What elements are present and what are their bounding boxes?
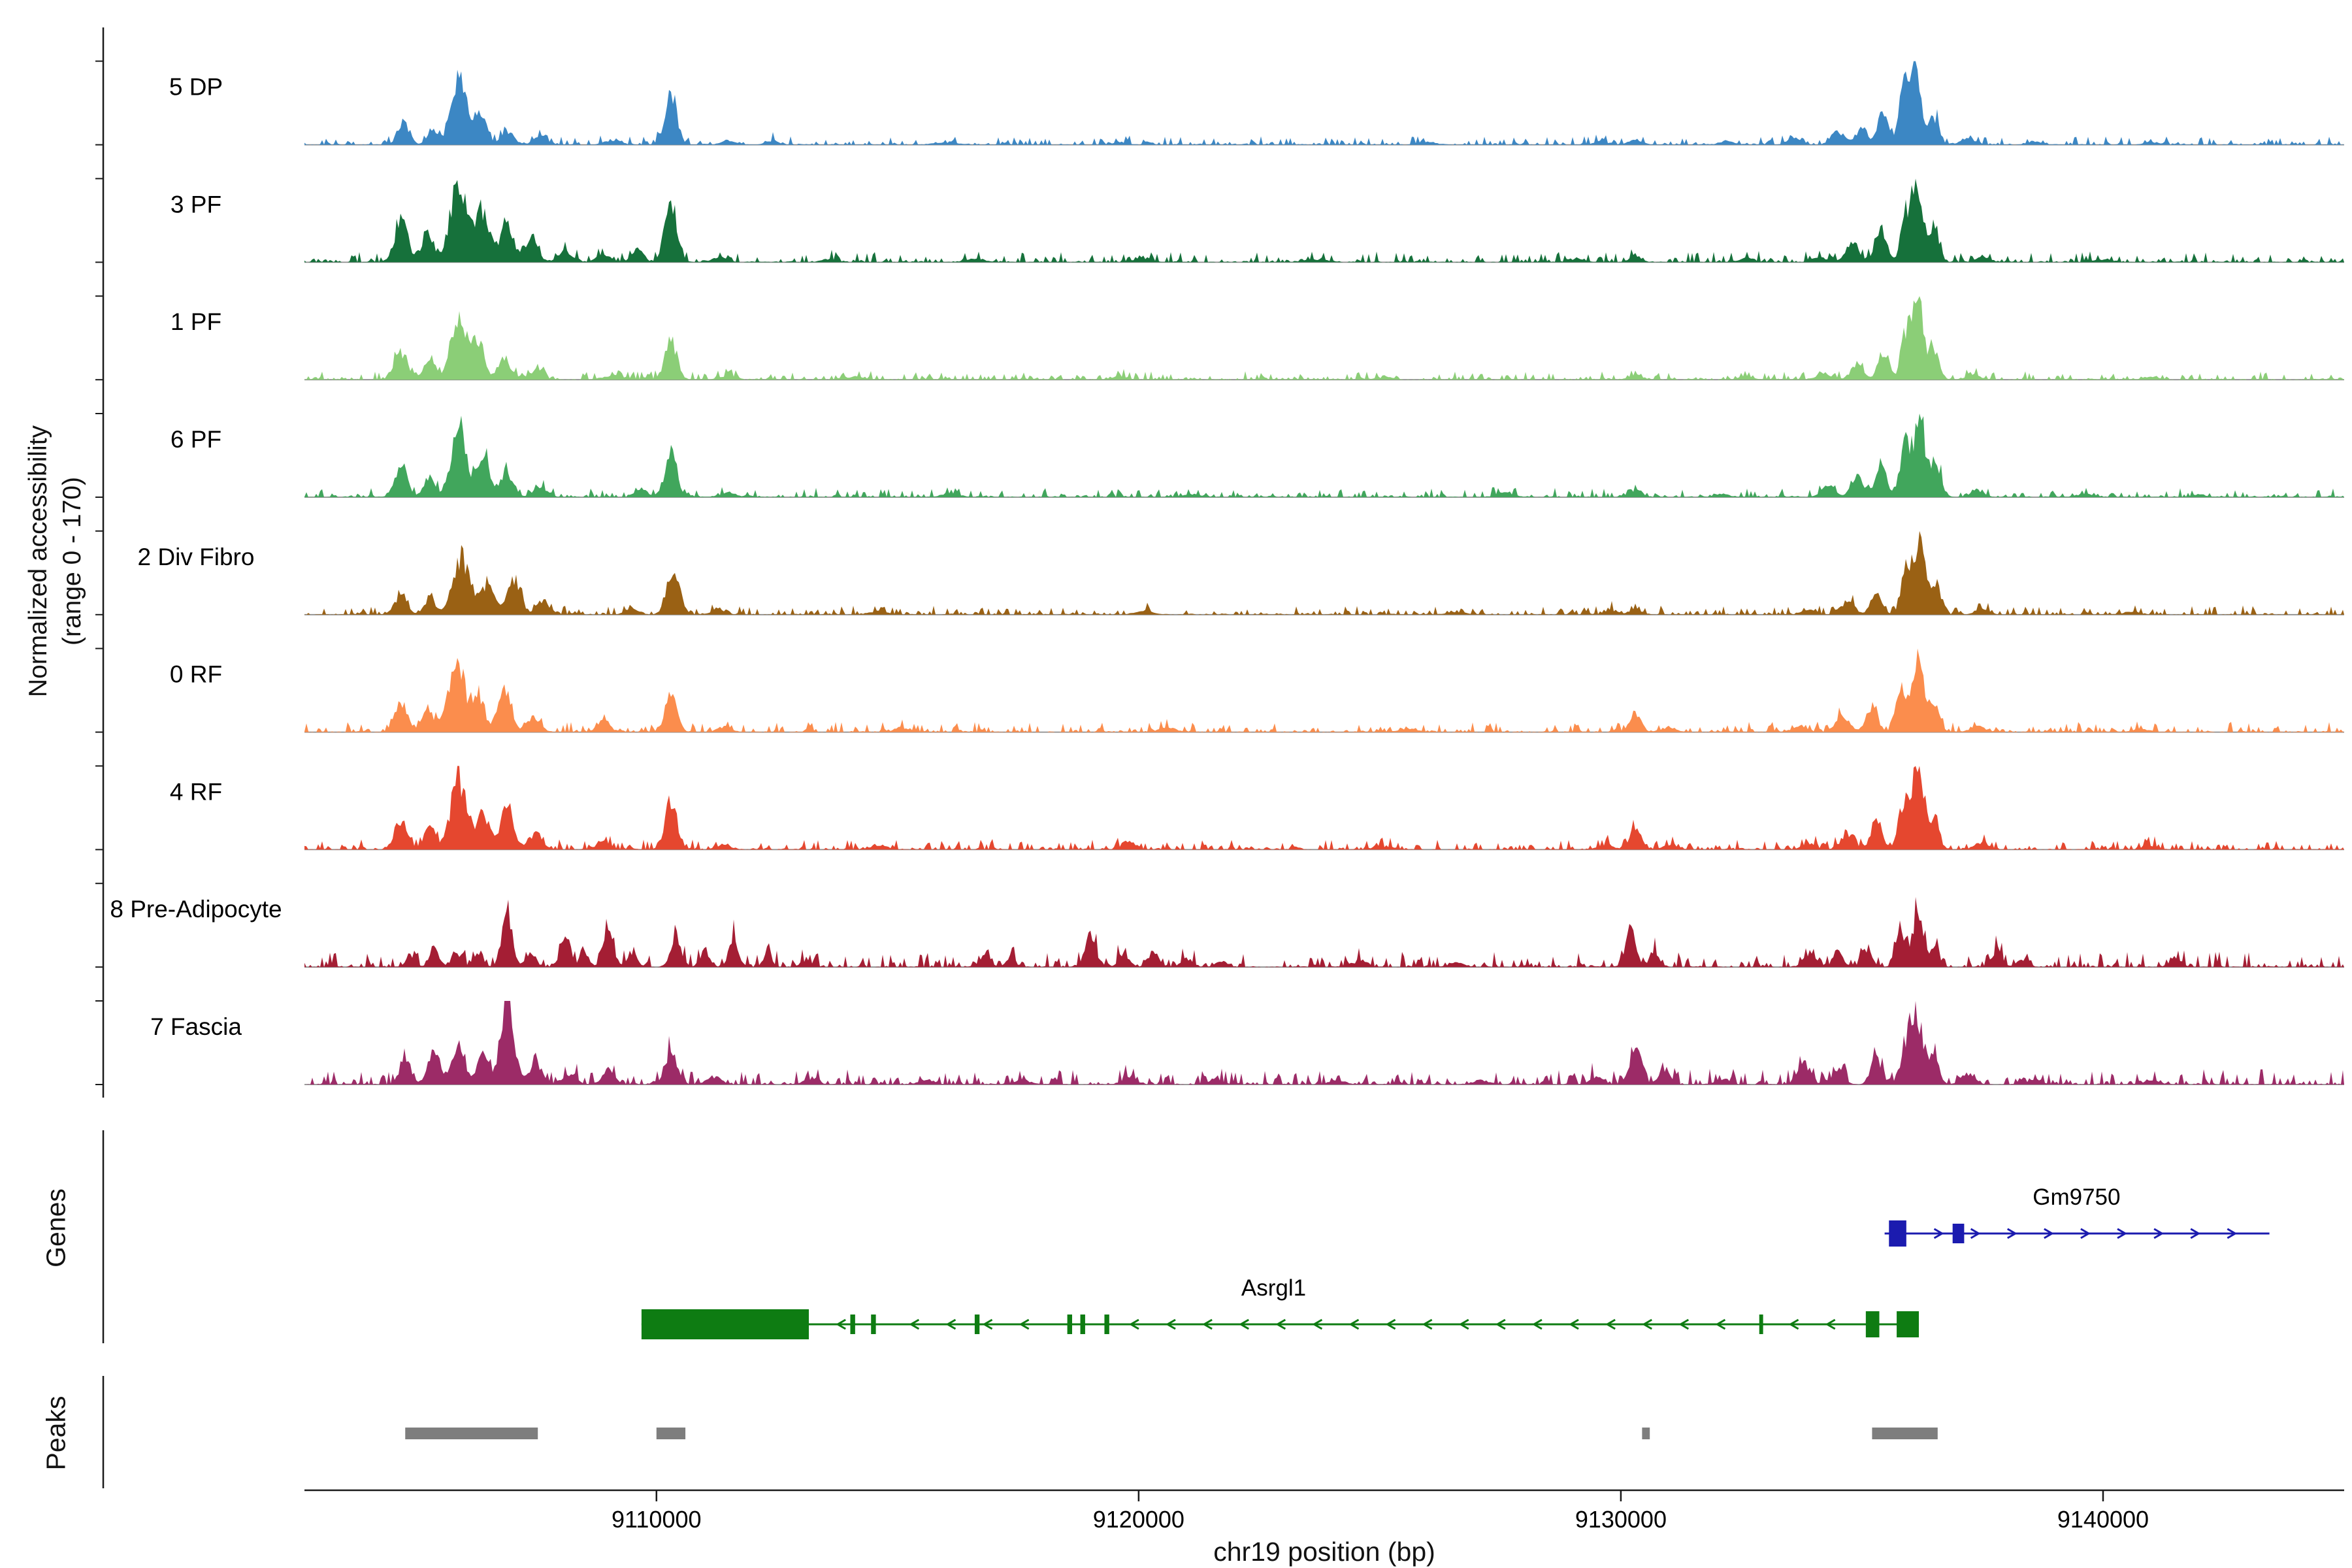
track-signal-6 (304, 766, 2344, 850)
track-label-8: 7 Fascia (150, 1013, 242, 1040)
x-tick-label: 9110000 (612, 1506, 701, 1533)
track-signal-1 (304, 178, 2344, 263)
track-signal-7 (304, 896, 2344, 968)
track-signal-0 (304, 61, 2344, 145)
strand-arrow-icon (909, 1318, 920, 1330)
strand-arrow-icon (1531, 1318, 1543, 1330)
strand-arrow-icon (2153, 1228, 2164, 1239)
track-label-2: 1 PF (171, 308, 221, 335)
strand-arrow-icon (836, 1318, 846, 1330)
exon (1067, 1315, 1072, 1334)
exon (974, 1315, 980, 1334)
strand-arrow-icon (1239, 1318, 1249, 1330)
strand-arrow-icon (2117, 1228, 2127, 1239)
exon (1080, 1315, 1085, 1334)
x-tick-label: 9140000 (2057, 1506, 2149, 1533)
strand-arrow-icon (1825, 1318, 1836, 1330)
strand-arrow-icon (1715, 1318, 1726, 1330)
strand-arrow-icon (1202, 1318, 1213, 1330)
strand-arrow-icon (1933, 1228, 1944, 1239)
strand-arrow-icon (1312, 1318, 1323, 1330)
peak-region-2 (1642, 1428, 1650, 1439)
strand-arrow-icon (2044, 1228, 2054, 1239)
x-tick-label: 9120000 (1093, 1506, 1184, 1533)
exon (1759, 1315, 1763, 1334)
strand-arrow-icon (945, 1318, 956, 1330)
track-label-6: 4 RF (170, 778, 222, 805)
strand-arrow-icon (1458, 1318, 1469, 1330)
track-signal-5 (304, 648, 2344, 732)
track-signal-3 (304, 414, 2344, 497)
exon (1865, 1311, 1880, 1337)
gene-label-Asrgl1: Asrgl1 (1241, 1275, 1306, 1301)
track-label-4: 2 Div Fibro (138, 544, 255, 570)
strand-arrow-icon (2227, 1228, 2238, 1239)
exon (1889, 1220, 1906, 1247)
exon (1897, 1311, 1919, 1337)
strand-arrow-icon (1128, 1318, 1139, 1330)
track-label-1: 3 PF (171, 191, 221, 218)
x-axis-title: chr19 position (bp) (1213, 1537, 1435, 1567)
peak-region-0 (405, 1428, 538, 1439)
strand-arrow-icon (2190, 1228, 2201, 1239)
strand-arrow-icon (1569, 1318, 1579, 1330)
strand-arrow-icon (1019, 1318, 1030, 1330)
peak-region-3 (1872, 1428, 1938, 1439)
gene-label-Gm9750: Gm9750 (2033, 1184, 2120, 1210)
strand-arrow-icon (1166, 1318, 1176, 1330)
track-label-5: 0 RF (170, 661, 222, 688)
strand-arrow-icon (1642, 1318, 1652, 1330)
exon (1104, 1315, 1109, 1334)
peak-region-1 (656, 1428, 686, 1439)
strand-arrow-icon (1348, 1318, 1360, 1330)
strand-arrow-icon (2080, 1228, 2091, 1239)
x-tick-label: 9130000 (1575, 1506, 1667, 1533)
gene-model-Asrgl1 (641, 1309, 1919, 1339)
strand-arrow-icon (1275, 1318, 1286, 1330)
track-signal-2 (304, 296, 2344, 380)
exon (641, 1309, 809, 1339)
strand-arrow-icon (1422, 1318, 1433, 1330)
track-signal-4 (304, 531, 2344, 615)
strand-arrow-icon (982, 1318, 993, 1330)
strand-arrow-icon (1495, 1318, 1506, 1330)
exon (871, 1315, 876, 1334)
strand-arrow-icon (1678, 1318, 1690, 1330)
track-label-7: 8 Pre-Adipocyte (110, 896, 282, 923)
track-signal-8 (304, 1001, 2344, 1085)
exon (1952, 1224, 1965, 1243)
track-label-0: 5 DP (169, 74, 223, 101)
strand-arrow-icon (1788, 1318, 1799, 1330)
strand-arrow-icon (1605, 1318, 1616, 1330)
strand-arrow-icon (2006, 1228, 2017, 1239)
exon (850, 1315, 855, 1334)
strand-arrow-icon (1970, 1228, 1981, 1239)
strand-arrow-icon (1385, 1318, 1396, 1330)
gene-model-Gm9750 (1884, 1220, 2270, 1247)
track-label-3: 6 PF (171, 426, 221, 453)
